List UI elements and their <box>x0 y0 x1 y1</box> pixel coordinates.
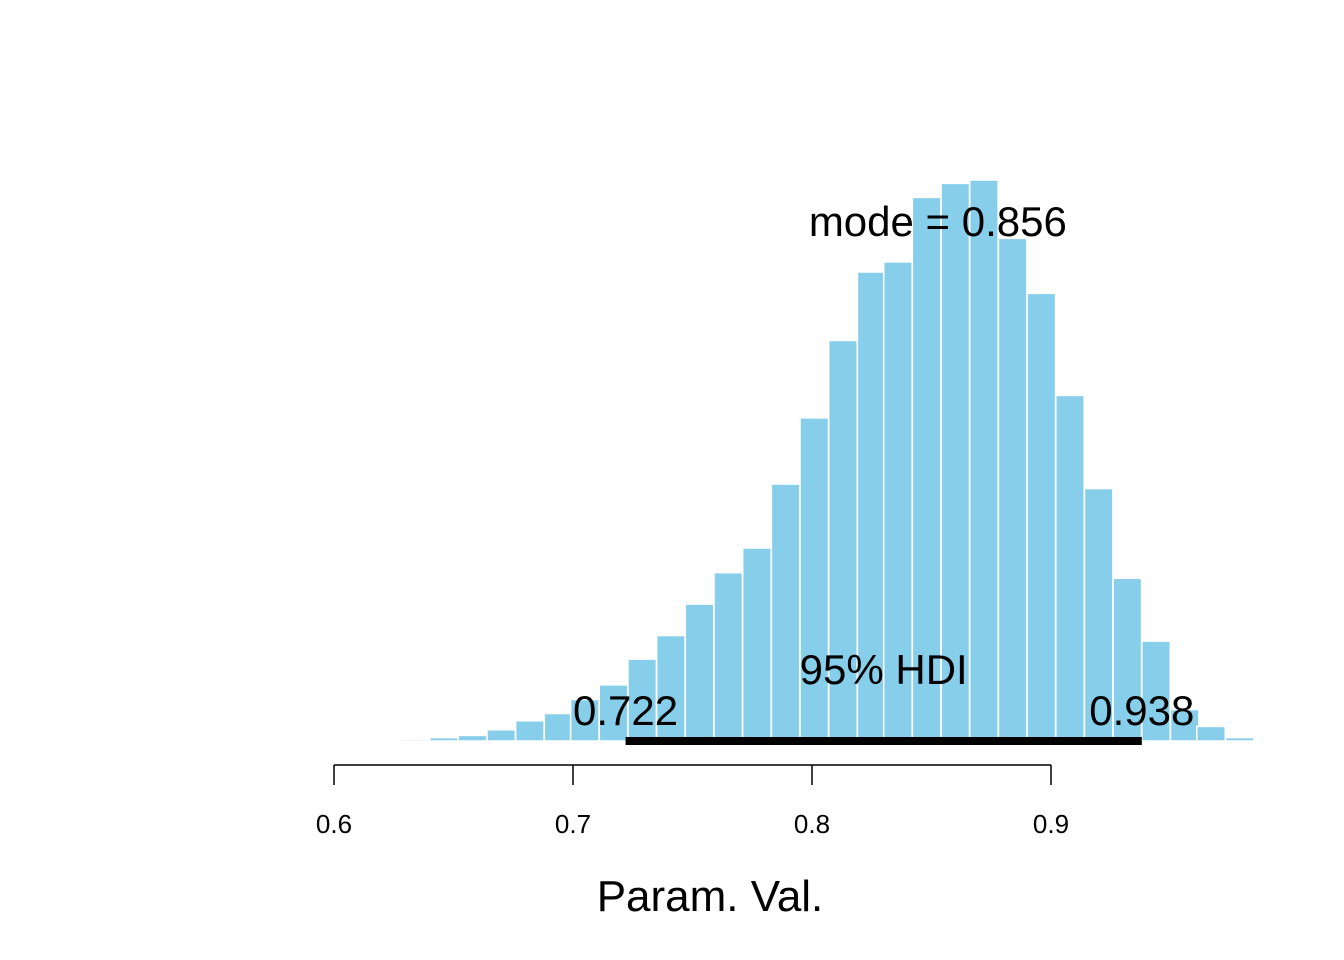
histogram-bar <box>486 729 517 742</box>
histogram-bar <box>400 738 431 742</box>
histogram-bar <box>514 720 545 742</box>
histogram-bar <box>342 739 373 742</box>
histogram-bar <box>1196 725 1226 742</box>
hdi-label: 95% HDI <box>800 646 968 693</box>
x-axis-title: Param. Val. <box>597 872 824 921</box>
histogram-bar <box>968 179 999 742</box>
histogram-bar <box>770 483 801 742</box>
histogram-bar <box>1026 292 1057 742</box>
histogram-bars <box>342 179 1255 742</box>
histogram-bar <box>684 603 715 742</box>
histogram-bar <box>569 698 600 742</box>
histogram-bar <box>627 658 658 742</box>
histogram-bar <box>543 712 574 742</box>
histogram-bar <box>1169 708 1200 742</box>
histogram-bar <box>457 734 488 742</box>
histogram-bar <box>1224 736 1255 742</box>
histogram-bar <box>428 736 459 742</box>
x-tick-label: 0.8 <box>794 809 830 839</box>
histogram-bar <box>940 182 971 742</box>
hdi-low-label: 0.722 <box>573 687 678 734</box>
histogram-bar <box>997 237 1028 742</box>
histogram-bar <box>713 571 744 742</box>
histogram-bar <box>799 417 830 742</box>
x-tick-label: 0.7 <box>555 809 591 839</box>
histogram-bar <box>1141 640 1172 742</box>
x-ticks: 0.6 0.7 0.8 0.9 <box>316 765 1069 839</box>
mode-label: mode = 0.856 <box>809 198 1067 245</box>
histogram-bar <box>1055 394 1085 742</box>
x-tick-label: 0.6 <box>316 809 352 839</box>
histogram-bar <box>856 271 887 742</box>
hdi-high-label: 0.938 <box>1089 687 1194 734</box>
histogram-bar <box>741 547 772 742</box>
histogram-bar <box>655 634 686 742</box>
x-tick-label: 0.9 <box>1033 809 1069 839</box>
histogram-bar <box>598 684 629 742</box>
x-axis: 0.6 0.7 0.8 0.9 <box>316 764 1069 839</box>
histogram-bar <box>882 261 913 742</box>
